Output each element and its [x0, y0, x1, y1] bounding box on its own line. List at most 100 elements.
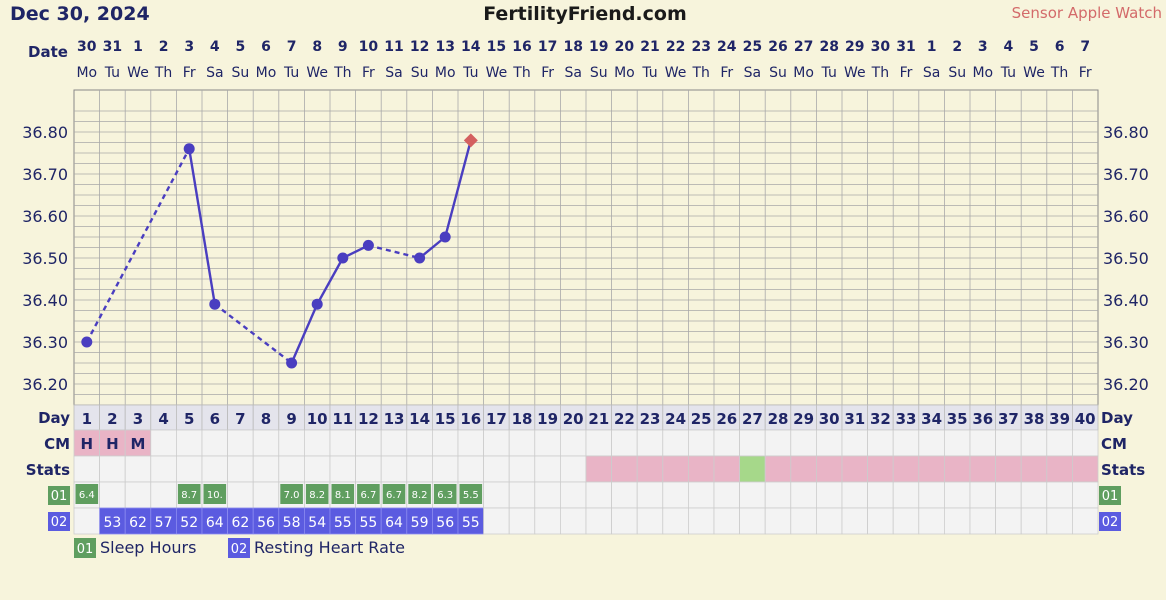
cm-cell — [918, 429, 945, 457]
day-number: 29 — [793, 410, 814, 428]
cm-cell — [150, 429, 177, 457]
date-label: 22 — [666, 39, 685, 55]
weekday-label: Mo — [435, 65, 456, 81]
day-number: 15 — [435, 410, 456, 428]
stats-cell — [329, 455, 357, 483]
day-number: 2 — [107, 410, 117, 428]
cm-cell — [303, 429, 331, 457]
stats-cell — [406, 455, 433, 483]
sleep-cell — [636, 481, 664, 509]
sleep-value: 7.0 — [284, 490, 300, 501]
day-number: 39 — [1049, 410, 1070, 428]
sleep-badge-bg — [433, 484, 457, 504]
date-label: 31 — [103, 39, 122, 55]
sleep-value: 8.2 — [412, 490, 428, 501]
weekday-label: Th — [333, 65, 351, 81]
weekday-label: Fr — [541, 65, 554, 81]
y-tick-right: 36.30 — [1103, 333, 1149, 352]
temp-line-segment — [214, 303, 293, 364]
rhr-cell — [1046, 507, 1073, 535]
date-label: 26 — [768, 39, 787, 55]
day-cell — [329, 404, 357, 431]
day-cell — [380, 404, 408, 431]
legend-badge-bg — [74, 538, 96, 558]
temp-line-segment — [418, 236, 446, 259]
sleep-cell — [662, 481, 689, 509]
cm-cell — [124, 429, 152, 457]
cm-value: H — [106, 435, 119, 453]
sleep-cell — [764, 481, 792, 509]
cm-cell — [508, 429, 536, 457]
day-number: 32 — [870, 410, 891, 428]
day-number: 27 — [742, 410, 763, 428]
stats-cell — [739, 455, 766, 483]
cm-cell — [201, 429, 229, 457]
stats-row-label-left: Stats — [26, 461, 70, 479]
sleep-row-badge-left-bg — [48, 486, 70, 505]
legend-badge: 01 — [77, 542, 94, 557]
stats-cell — [713, 455, 741, 483]
date-label: 15 — [487, 39, 506, 55]
weekday-label: Tu — [104, 65, 120, 81]
rhr-cell — [944, 507, 971, 535]
sleep-row-badge-right: 01 — [1102, 489, 1119, 504]
cm-row-label-right: CM — [1101, 435, 1127, 453]
weekday-label: Sa — [206, 65, 223, 81]
weekday-label: Fr — [900, 65, 913, 81]
date-label: 6 — [1055, 39, 1065, 55]
stats-cell — [99, 455, 126, 483]
date-row-label: Date — [28, 43, 68, 61]
rhr-cell — [201, 507, 229, 535]
sleep-value: 10. — [207, 490, 223, 501]
weekday-label: We — [306, 65, 328, 81]
stats-cell — [227, 455, 254, 483]
day-cell — [431, 404, 459, 431]
sleep-cell — [969, 481, 997, 509]
weekday-label: Tu — [462, 65, 478, 81]
weekday-label: Th — [1050, 65, 1068, 81]
day-number: 22 — [614, 410, 635, 428]
cm-cell — [329, 429, 357, 457]
weekday-label: Tu — [1000, 65, 1016, 81]
sleep-cell — [1020, 481, 1048, 509]
weekday-label: Mo — [76, 65, 97, 81]
temp-point — [286, 357, 298, 369]
temp-point — [183, 143, 195, 155]
sleep-cell — [124, 481, 152, 509]
rhr-cell — [688, 507, 715, 535]
day-cell — [662, 404, 689, 431]
temp-point — [362, 239, 374, 251]
weekday-label: Su — [948, 65, 966, 81]
rhr-value: 64 — [206, 515, 224, 531]
y-tick-left: 36.20 — [22, 375, 68, 394]
y-tick-right: 36.70 — [1103, 165, 1149, 184]
rhr-value: 57 — [155, 515, 173, 531]
day-cell — [713, 404, 741, 431]
weekday-label: Sa — [385, 65, 402, 81]
rhr-cell — [150, 507, 177, 535]
cm-cell — [969, 429, 997, 457]
sleep-badge-bg — [75, 484, 99, 504]
y-tick-left: 36.80 — [22, 123, 68, 142]
day-cell — [355, 404, 382, 431]
date-label: 13 — [435, 39, 454, 55]
stats-cell — [892, 455, 920, 483]
rhr-cell — [969, 507, 997, 535]
day-number: 5 — [184, 410, 194, 428]
temp-line-segment — [85, 148, 191, 343]
stats-cell — [457, 455, 485, 483]
day-number: 24 — [665, 410, 686, 428]
date-label: 24 — [717, 39, 737, 55]
weekday-label: Fr — [720, 65, 733, 81]
date-label: 27 — [794, 39, 813, 55]
legend-badge-bg — [228, 538, 250, 558]
day-number: 8 — [261, 410, 271, 428]
y-tick-right: 36.40 — [1103, 291, 1149, 310]
sleep-cell — [150, 481, 177, 509]
rhr-value: 62 — [231, 515, 249, 531]
cm-cell — [816, 429, 843, 457]
cm-value: M — [131, 435, 146, 453]
sleep-cell — [227, 481, 254, 509]
temp-point — [439, 231, 451, 243]
date-label: 28 — [819, 39, 838, 55]
